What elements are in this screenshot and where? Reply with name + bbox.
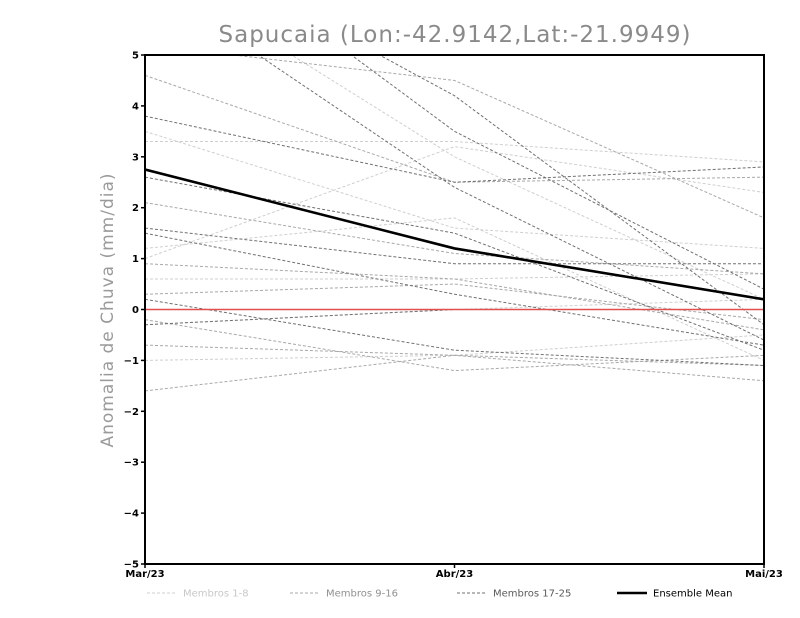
series-line-g3-24	[145, 176, 764, 351]
y-axis-label: Anomalia de Chuva (mm/dia)	[98, 172, 118, 447]
y-tick-label: 3	[132, 152, 139, 163]
series-line-g3-21	[145, 298, 764, 366]
y-tick-label: 1	[132, 254, 139, 265]
x-tick-label: Mai/23	[745, 569, 783, 580]
y-tick-label: −2	[124, 407, 139, 418]
series-line-g3-22	[378, 55, 764, 326]
series-line-g1-4	[145, 298, 764, 326]
series-line-g1-7	[290, 55, 764, 300]
x-tick-label: Mar/23	[125, 569, 164, 580]
series-line-g3-19	[257, 55, 764, 341]
y-tick-label: −5	[124, 560, 139, 571]
series-line-g3-17	[145, 227, 764, 265]
x-tick-label: Abr/23	[436, 569, 473, 580]
y-tick-label: 0	[132, 305, 139, 316]
y-axis-ticks: −5 −4 −3 −2 −1 0 1 2 3 4 5	[124, 51, 145, 571]
series-line-g3-23	[350, 55, 764, 290]
y-tick-label: −3	[124, 458, 139, 469]
series-line-g1-0	[145, 130, 764, 249]
series-line-g2-10	[145, 283, 764, 321]
series-line-g2-11	[145, 344, 764, 366]
legend-label-g2: Membros 9-16	[326, 589, 398, 600]
ensemble-mean-line	[145, 168, 764, 301]
series-line-g2-15	[145, 319, 764, 372]
legend: Membros 1-8 Membros 9-16 Membros 17-25 Ense…	[147, 589, 732, 600]
series-line-g2-12	[145, 354, 764, 392]
legend-label-mean: Ensemble Mean	[653, 589, 732, 600]
series-line-g1-2	[145, 146, 764, 260]
series-line-g1-6	[145, 217, 764, 361]
y-tick-label: −4	[124, 509, 139, 520]
y-tick-label: −1	[124, 356, 139, 367]
series-line-g1-5	[145, 334, 764, 361]
series-line-g2-14	[229, 55, 764, 219]
y-tick-label: 5	[132, 51, 139, 62]
legend-label-g3: Membros 17-25	[493, 589, 571, 600]
series-line-g1-1	[145, 141, 764, 163]
y-tick-label: 4	[132, 101, 139, 112]
series-line-g3-16	[145, 115, 764, 183]
y-tick-label: 2	[132, 203, 139, 214]
series-line-g1-3	[145, 273, 764, 280]
series-line-g3-18	[145, 232, 764, 346]
x-axis-ticks: Mar/23 Abr/23 Mai/23	[125, 564, 783, 580]
series-layer	[145, 55, 764, 392]
chart-title: Sapucaia (Lon:-42.9142,Lat:-21.9949)	[219, 22, 692, 48]
series-line-g3-20	[145, 309, 764, 326]
series-line-g2-8	[145, 74, 764, 183]
legend-label-g1: Membros 1-8	[183, 589, 249, 600]
series-line-g2-9	[145, 202, 764, 275]
